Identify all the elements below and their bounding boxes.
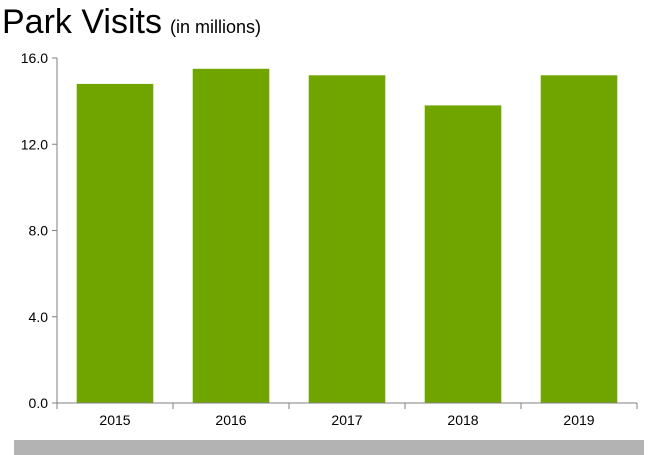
y-axis-ticks: 0.0 4.0 8.0 12.0 16.0 [21,50,57,411]
bar-2016 [192,68,270,404]
y-tick-label: 8.0 [29,223,49,239]
footer-bar [14,440,644,455]
x-tick-label: 2017 [331,412,362,428]
x-tick-label: 2019 [563,412,594,428]
bar-group [76,68,618,404]
bar-chart: 0.0 4.0 8.0 12.0 16.0 2015 2016 2017 2018 2019 [21,50,638,428]
x-tick-label: 2018 [447,412,478,428]
chart-title: Park Visits (in millions) [2,0,261,51]
chart-title-main: Park Visits [2,3,162,41]
bar-2018 [424,105,502,404]
y-tick-label: 0.0 [29,395,49,411]
y-tick-label: 4.0 [29,309,49,325]
x-axis-ticks: 2015 2016 2017 2018 2019 [56,403,638,428]
bar-2017 [308,75,386,404]
chart-subtitle: (in millions) [169,17,261,37]
bar-2015 [76,83,154,404]
x-tick-label: 2016 [215,412,246,428]
x-tick-label: 2015 [99,412,130,428]
y-tick-label: 12.0 [21,136,48,152]
bar-2019 [540,75,618,404]
y-tick-label: 16.0 [21,50,48,66]
